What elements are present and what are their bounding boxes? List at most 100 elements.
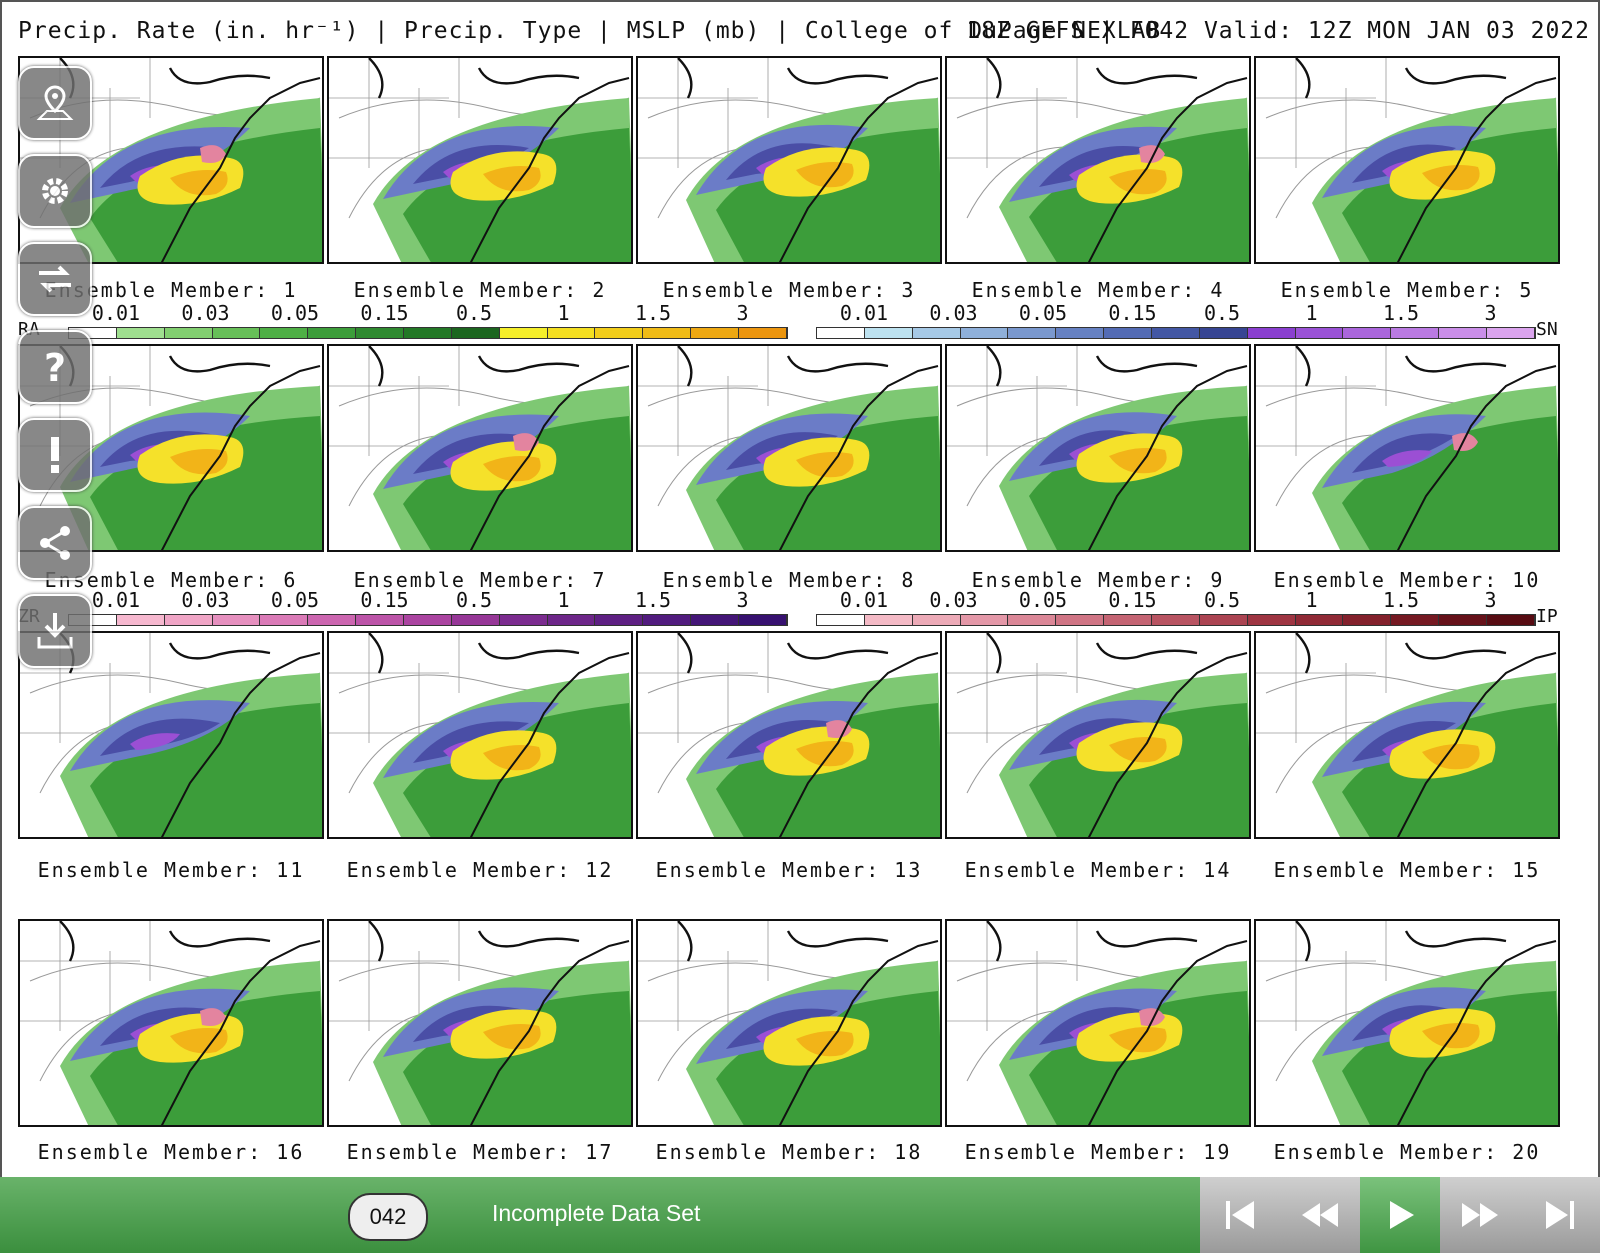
sn-colorbar	[816, 327, 1536, 339]
member-label: Ensemble Member: 2	[353, 278, 607, 302]
colorbar-swatch	[1343, 615, 1392, 625]
alert-button[interactable]	[18, 418, 92, 492]
member-panel[interactable]	[1254, 631, 1560, 839]
tick-label: 0.01	[839, 301, 889, 325]
member-panel[interactable]	[945, 344, 1251, 552]
last-frame-button[interactable]	[1520, 1177, 1600, 1253]
first-frame-button[interactable]	[1200, 1177, 1280, 1253]
member-label: Ensemble Member: 5	[1280, 278, 1534, 302]
help-button[interactable]: ?	[18, 330, 92, 404]
colorbar-swatch	[260, 328, 309, 338]
colorbar-swatch	[817, 328, 865, 338]
tick-label: 1	[557, 301, 570, 325]
colorbar-swatch	[1439, 328, 1488, 338]
member-panel[interactable]	[636, 631, 942, 839]
step-back-button[interactable]	[1280, 1177, 1360, 1253]
title-right: 18Z GEFS | F042 Valid: 12Z MON JAN 03 20…	[966, 18, 1590, 44]
tick-label: 3	[736, 588, 749, 612]
colorbar-swatch	[1391, 328, 1440, 338]
colorbar-swatch	[404, 328, 452, 338]
member-panel[interactable]	[1254, 56, 1560, 264]
colorbar-swatch	[817, 615, 865, 625]
member-label: Ensemble Member: 17	[346, 1140, 614, 1164]
member-panel[interactable]	[945, 631, 1251, 839]
member-panel[interactable]	[1254, 344, 1560, 552]
colorbar-swatch	[1056, 615, 1105, 625]
member-panel[interactable]	[18, 56, 324, 264]
colorbar-swatch	[69, 615, 117, 625]
share-button[interactable]	[18, 506, 92, 580]
playback-controls	[1200, 1177, 1600, 1253]
member-label: Ensemble Member: 11	[37, 858, 305, 882]
colorbar-swatch	[69, 328, 117, 338]
help-icon: ?	[44, 346, 66, 389]
colorbar-swatch	[595, 328, 644, 338]
member-panel[interactable]	[327, 344, 633, 552]
sn-tag: SN	[1536, 319, 1558, 340]
tick-label: 0.05	[270, 301, 320, 325]
member-panel[interactable]	[327, 56, 633, 264]
member-label: Ensemble Member: 14	[964, 858, 1232, 882]
tick-label: 0.01	[91, 301, 141, 325]
member-label: Ensemble Member: 8	[662, 568, 916, 592]
status-text: Incomplete Data Set	[492, 1200, 701, 1226]
member-map	[20, 921, 322, 1125]
alert-icon	[51, 437, 59, 473]
colorbar-swatch	[1056, 328, 1105, 338]
gear-icon	[42, 178, 68, 204]
colorbar-swatch	[1152, 328, 1200, 338]
member-label: Ensemble Member: 12	[346, 858, 614, 882]
member-panel[interactable]	[636, 919, 942, 1127]
tick-label: 0.03	[929, 588, 978, 612]
settings-button[interactable]	[18, 154, 92, 228]
colorbar-swatch	[499, 615, 548, 625]
zr-colorbar	[68, 614, 788, 626]
colorbar-swatch	[595, 615, 644, 625]
colorbar-swatch	[451, 328, 500, 338]
frame-number[interactable]: 042	[348, 1193, 428, 1241]
colorbar-swatch	[164, 328, 213, 338]
map-marker-button[interactable]	[18, 66, 92, 140]
colorbar-swatch	[1104, 615, 1153, 625]
step-forward-button[interactable]	[1440, 1177, 1520, 1253]
member-map	[329, 346, 631, 550]
skip-first-icon	[1226, 1201, 1254, 1229]
tick-label: 0.01	[839, 588, 889, 612]
title-left: Precip. Rate (in. hr⁻¹) | Precip. Type |…	[18, 18, 1162, 44]
tick-label: 0.05	[1018, 588, 1068, 612]
colorbar-swatch	[1247, 328, 1296, 338]
member-panel[interactable]	[327, 919, 633, 1127]
colorbar-swatch	[116, 328, 165, 338]
colorbar-swatch	[499, 328, 548, 338]
colorbar-swatch	[1439, 615, 1488, 625]
colorbar-swatch	[1295, 328, 1344, 338]
member-label: Ensemble Member: 18	[655, 1140, 923, 1164]
colorbar-swatch	[164, 615, 213, 625]
member-panel[interactable]	[18, 919, 324, 1127]
colorbar-swatch	[212, 328, 261, 338]
member-map	[329, 58, 631, 262]
member-panel[interactable]	[945, 919, 1251, 1127]
tick-label: 0.15	[1108, 588, 1157, 612]
colorbar-swatch	[960, 615, 1009, 625]
swap-button[interactable]	[18, 242, 92, 316]
tick-label: 0.03	[181, 301, 230, 325]
colorbar-swatch	[260, 615, 309, 625]
member-map	[329, 633, 631, 837]
member-label: Ensemble Member: 15	[1273, 858, 1541, 882]
member-panel[interactable]	[636, 56, 942, 264]
rewind-icon	[1302, 1203, 1338, 1227]
member-panel[interactable]	[945, 56, 1251, 264]
share-icon	[40, 526, 70, 560]
colorbar-swatch	[547, 328, 596, 338]
member-panel[interactable]	[636, 344, 942, 552]
play-button[interactable]	[1360, 1177, 1440, 1253]
colorbar-swatch	[912, 615, 961, 625]
member-label: Ensemble Member: 10	[1273, 568, 1541, 592]
member-label: Ensemble Member: 3	[662, 278, 916, 302]
member-panel[interactable]	[327, 631, 633, 839]
download-button[interactable]	[18, 594, 92, 668]
member-panel[interactable]	[1254, 919, 1560, 1127]
colorbar-swatch	[1487, 328, 1535, 338]
